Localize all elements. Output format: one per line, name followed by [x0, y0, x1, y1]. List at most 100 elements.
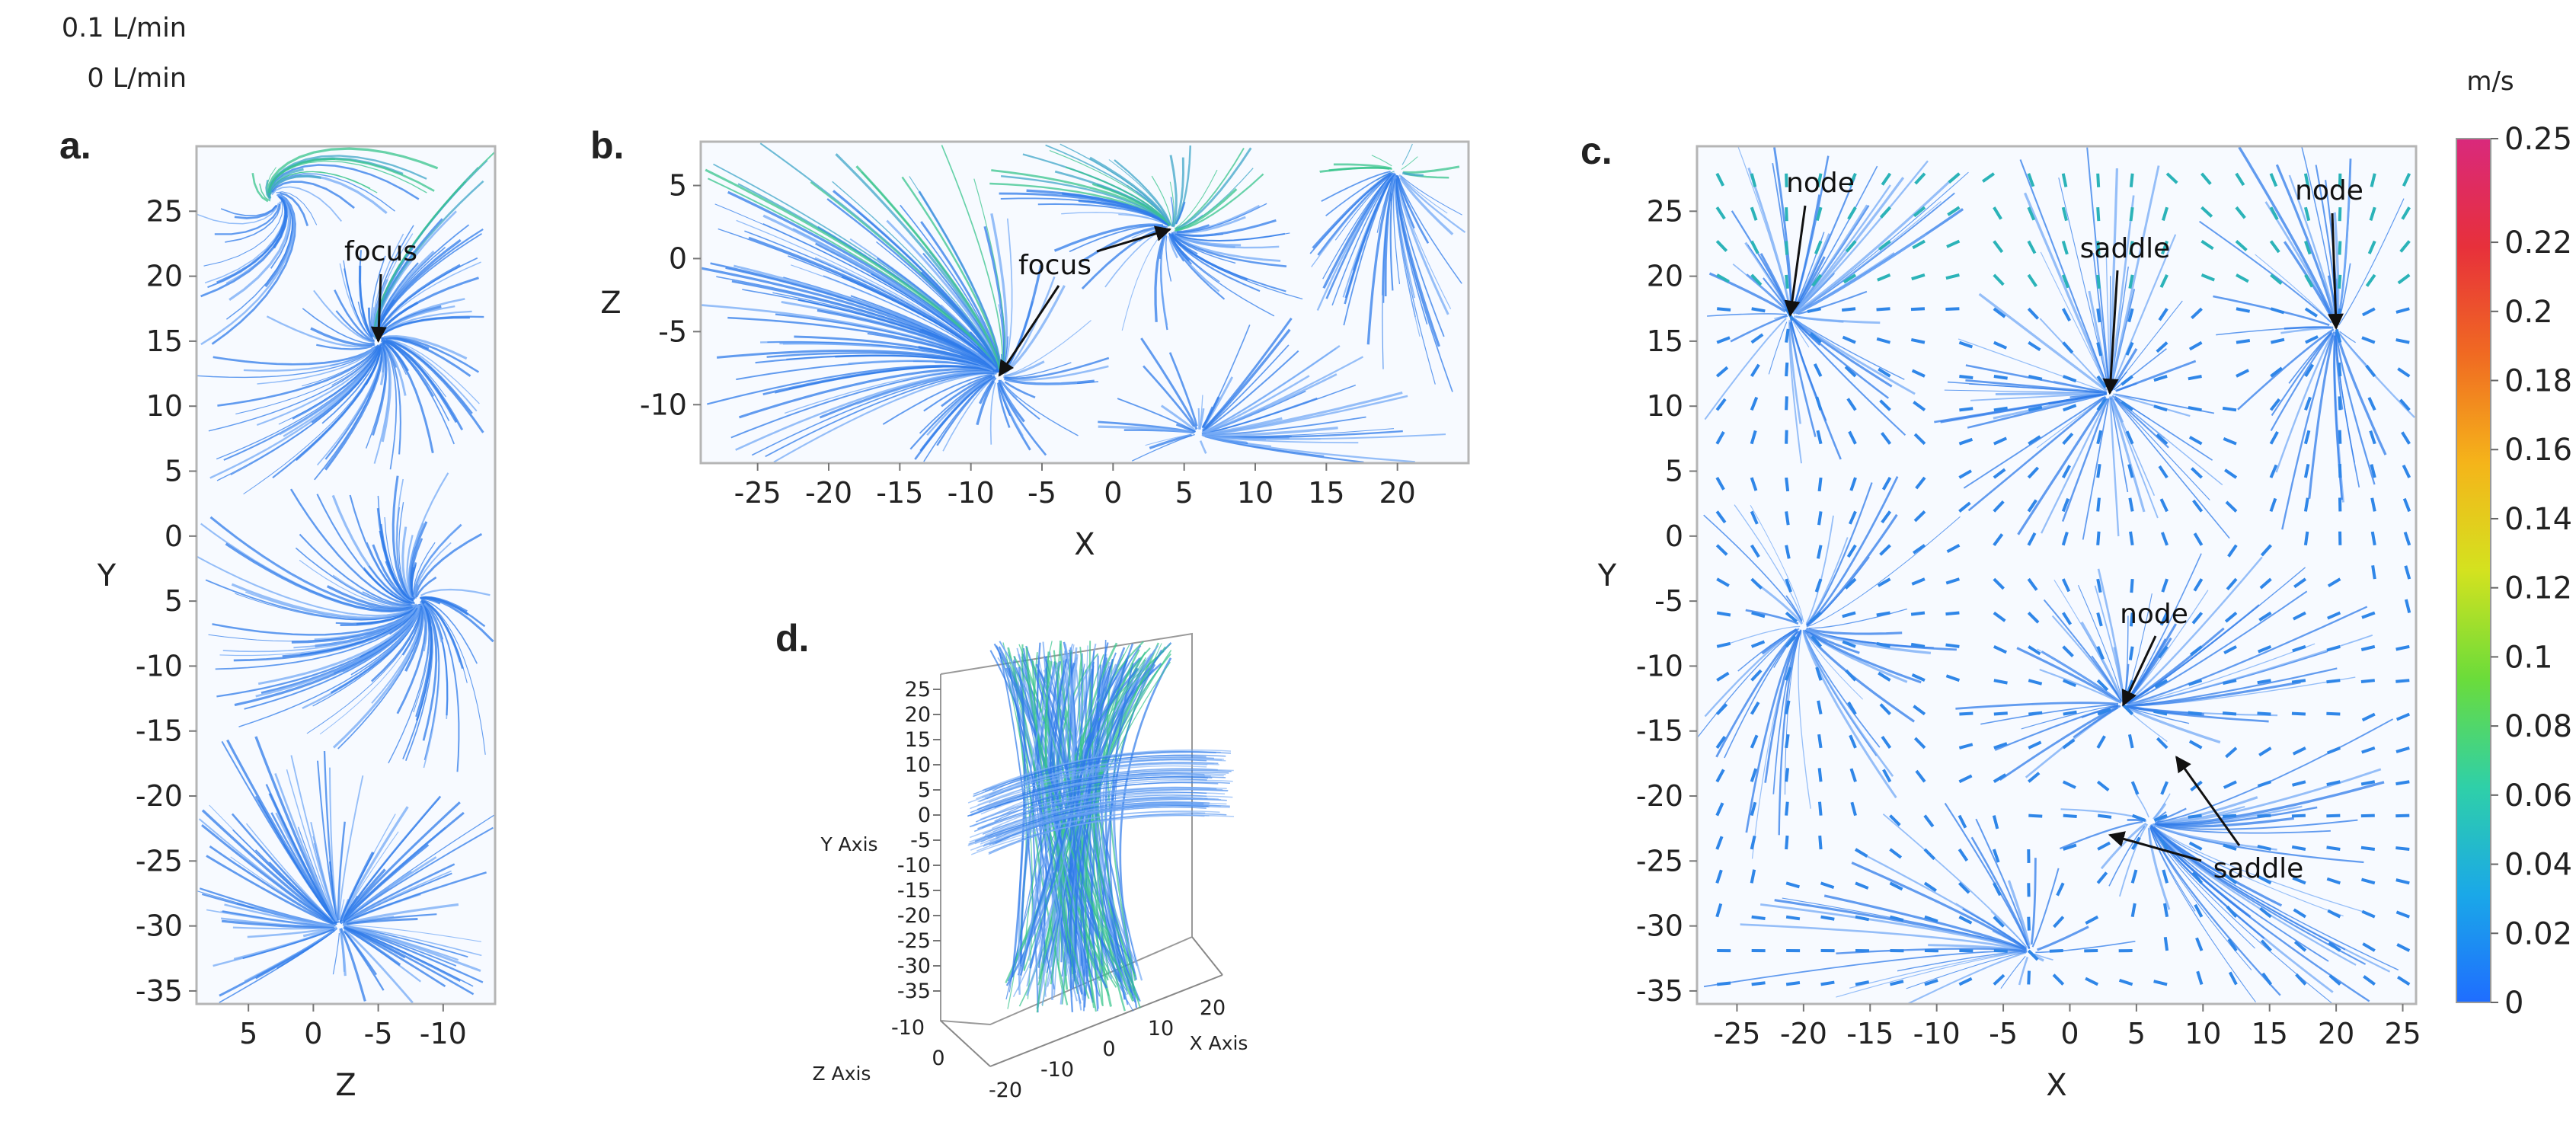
quiver-arrow [2269, 173, 2278, 187]
streamline [2019, 159, 2108, 387]
quiver-arrow [1750, 333, 1764, 344]
streamline [1965, 379, 2102, 394]
quiver-arrow [1817, 801, 1823, 816]
streamline [714, 203, 999, 372]
streamline [981, 757, 1224, 798]
quiver-arrow [1945, 611, 1960, 616]
streamline [2058, 177, 2110, 391]
quiver-arrow [1993, 773, 2007, 783]
quiver-arrow [1912, 239, 1926, 250]
quiver-arrow [1816, 173, 1823, 187]
quiver-arrow [1715, 769, 1725, 783]
quiver-arrow [1913, 737, 1926, 750]
panel-c: c. -25 -20 -15 -10 -5 0 5 10 15 20 25 25 20 15 10 5 0 -5 -1… [1580, 129, 2421, 1103]
streamline [256, 346, 379, 426]
quiver-arrow [2295, 973, 2307, 986]
streamline [371, 608, 421, 682]
quiver-arrow [2367, 240, 2376, 254]
quiver-arrow [2200, 206, 2213, 218]
x-tick-label: 10 [2184, 1017, 2221, 1050]
quiver-arrow [2360, 679, 2376, 683]
streamline [1965, 364, 2107, 394]
annotation-label: saddle [2213, 853, 2304, 884]
streamline [1970, 392, 2104, 401]
streamline [289, 488, 411, 606]
quiver-arrow [2270, 366, 2283, 378]
streamline [2007, 880, 2031, 947]
streamline [220, 204, 277, 216]
streamline [329, 767, 340, 923]
streamline [1990, 911, 2028, 948]
streamline [2149, 826, 2252, 970]
z-tick-label: 0 [932, 1047, 944, 1070]
streamline [1789, 322, 1817, 437]
x-tick-label: 20 [1200, 996, 1226, 1020]
quiver-arrow [2027, 532, 2037, 546]
quiver-arrow [1993, 742, 2008, 750]
quiver-arrow [2225, 746, 2238, 759]
quiver-arrow [2128, 497, 2134, 512]
streamline [1707, 313, 1787, 317]
quiver-arrow [2027, 173, 2035, 187]
streamline [2216, 326, 2332, 336]
quiver-arrow [1876, 611, 1890, 617]
streamline [941, 375, 993, 408]
quiver-arrow [1910, 642, 1926, 648]
quiver-arrow [2360, 644, 2376, 651]
colorbar-tick-label: 0.18 [2504, 364, 2572, 399]
streamline [2039, 668, 2119, 703]
y-tick-label: 0 [1665, 519, 1683, 553]
quiver-arrow [2062, 612, 2073, 625]
streamline [1772, 632, 1801, 794]
y-axis-label: Y [97, 558, 117, 593]
quiver-arrow [1785, 635, 1797, 648]
x-tick-label: -5 [364, 1017, 393, 1050]
streamline [1097, 643, 1162, 979]
streamline [2082, 398, 2110, 540]
streamline [244, 930, 334, 982]
quiver-arrow [2188, 406, 2202, 412]
streamline [1745, 631, 1801, 833]
quiver-arrow [2370, 173, 2376, 187]
quiver-arrow [2027, 206, 2036, 221]
streamline [1955, 702, 2119, 710]
streamline [344, 925, 481, 973]
streamline [2031, 868, 2060, 948]
quiver-arrow [1855, 881, 1869, 890]
x-tick-label: -10 [948, 476, 995, 510]
quiver-arrow [2193, 578, 2204, 592]
quiver-arrow [2271, 337, 2285, 344]
quiver-arrow [1717, 981, 1731, 986]
quiver-arrow [1814, 578, 1823, 593]
streamline [882, 373, 995, 425]
quiver-arrow [2326, 746, 2341, 755]
quiver-arrow [1816, 545, 1823, 559]
streamline [401, 526, 412, 599]
streamline [1175, 201, 1186, 225]
streamline [243, 344, 381, 495]
quiver-arrow [1946, 239, 1961, 248]
quiver-arrow [1846, 544, 1857, 558]
quiver-arrow [2096, 398, 2108, 411]
streamline [1001, 380, 1018, 398]
quiver-arrow [2027, 240, 2037, 254]
streamline [1053, 223, 1164, 252]
streamline [1980, 704, 2116, 725]
quiver-arrow [1751, 981, 1766, 986]
annotation-arrow [2327, 213, 2344, 330]
quiver-arrow [2200, 273, 2215, 282]
streamline [342, 811, 465, 922]
quiver-arrow [1889, 915, 1904, 922]
quiver-arrow [1913, 705, 1926, 716]
quiver-arrow [2326, 845, 2341, 851]
streamline [2091, 655, 2122, 701]
streamline [257, 344, 379, 385]
y-tick-label: -10 [897, 854, 931, 877]
quiver-arrow [2028, 711, 2043, 716]
quiver-arrow [2223, 645, 2237, 655]
quiver-arrow [2063, 814, 2077, 818]
quiver-arrow [2270, 307, 2285, 315]
streamline [2061, 398, 2109, 523]
quiver-arrow [2063, 710, 2077, 716]
